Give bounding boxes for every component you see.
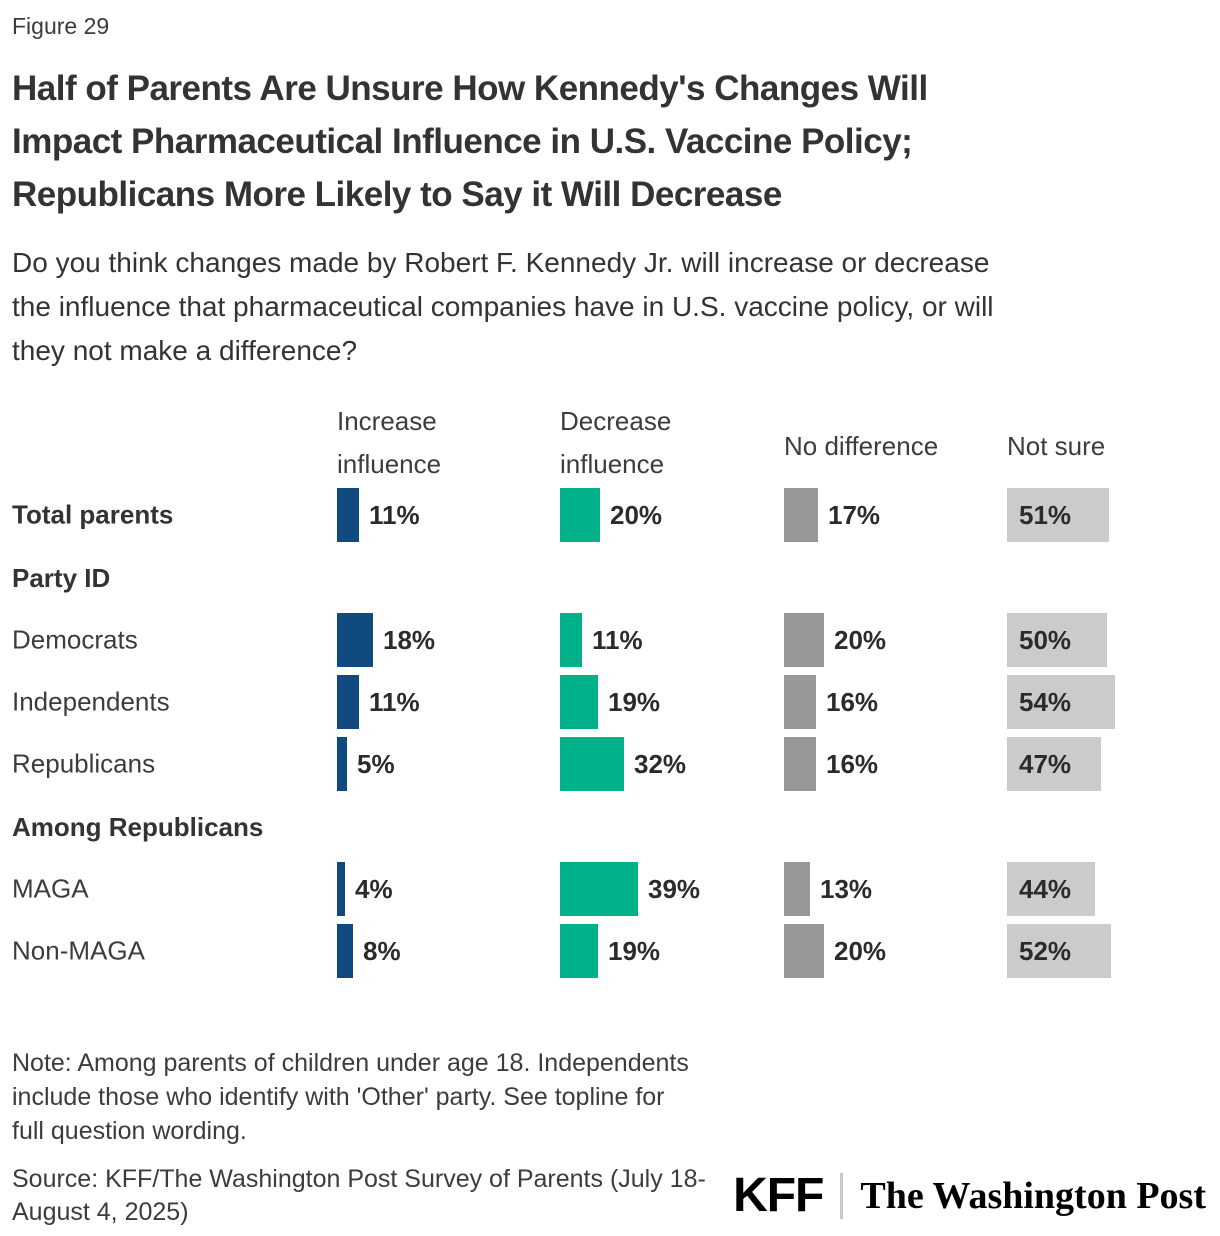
section-header-among-republicans: Among Republicans	[12, 812, 264, 842]
bar-value-not-sure: 51%	[1019, 500, 1072, 530]
row-label-non-maga: Non-MAGA	[12, 935, 145, 966]
bar-decrease-influence	[560, 613, 582, 667]
bar-value-no-difference: 17%	[828, 500, 881, 530]
row-label-democrats: Democrats	[12, 624, 138, 655]
bar-not-sure	[1007, 613, 1107, 667]
figure-label: Figure 29	[12, 13, 110, 39]
bar-no-difference	[784, 862, 810, 916]
bar-decrease-influence	[560, 737, 624, 791]
bar-no-difference	[784, 737, 816, 791]
washington-post-logo: The Washington Post	[860, 1174, 1206, 1217]
bar-value-not-sure: 54%	[1019, 687, 1072, 717]
column-header-not-sure: Not sure	[1007, 431, 1106, 461]
bar-value-increase-influence: 18%	[383, 625, 436, 655]
bar-decrease-influence	[560, 862, 638, 916]
bar-value-no-difference: 13%	[820, 874, 873, 904]
bar-value-increase-influence: 8%	[363, 936, 401, 966]
source-line-1: Source: KFF/The Washington Post Survey o…	[12, 1165, 706, 1193]
subtitle-line-2: the influence that pharmaceutical compan…	[12, 291, 994, 322]
bar-decrease-influence	[560, 675, 598, 729]
subtitle-line-3: they not make a difference?	[12, 335, 358, 366]
section-header-party-id: Party ID	[12, 563, 111, 593]
column-header-increase-influence: Increase influence	[337, 406, 442, 479]
bar-value-decrease-influence: 39%	[648, 874, 701, 904]
bar-chart: Increase influence Decrease influence No…	[0, 400, 1220, 990]
chart-row-non-maga: Non-MAGA 8% 19% 20% 52%	[0, 924, 1220, 978]
logo-row: KFF The Washington Post	[733, 1168, 1206, 1223]
bar-value-not-sure: 50%	[1019, 625, 1072, 655]
bar-not-sure	[1007, 862, 1095, 916]
bar-decrease-influence	[560, 488, 600, 542]
bar-no-difference	[784, 613, 824, 667]
bar-no-difference	[784, 675, 816, 729]
note-line-3: full question wording.	[12, 1117, 247, 1145]
title-line-2: Impact Pharmaceutical Influence in U.S. …	[12, 122, 913, 161]
note-line-1: Note: Among parents of children under ag…	[12, 1049, 689, 1077]
bar-not-sure	[1007, 924, 1111, 978]
column-header-no-difference: No difference	[784, 431, 939, 461]
bar-value-no-difference: 16%	[826, 687, 879, 717]
bar-value-increase-influence: 5%	[357, 749, 395, 779]
bar-increase-influence	[337, 737, 347, 791]
bar-value-decrease-influence: 11%	[592, 625, 643, 655]
row-label-republicans: Republicans	[12, 748, 156, 779]
column-header-decrease-influence: Decrease influence	[560, 406, 672, 479]
source-line-2: August 4, 2025)	[12, 1198, 189, 1226]
bar-value-decrease-influence: 19%	[608, 687, 661, 717]
bar-value-not-sure: 47%	[1019, 749, 1072, 779]
row-label-maga: MAGA	[12, 873, 89, 904]
chart-row-total-parents: Total parents 11% 20% 17% 51%	[0, 488, 1220, 542]
bar-increase-influence	[337, 613, 373, 667]
source-text: Source: KFF/The Washington Post Survey o…	[12, 1163, 706, 1229]
bar-value-decrease-influence: 32%	[634, 749, 687, 779]
bar-value-increase-influence: 11%	[369, 687, 420, 717]
title-line-1: Half of Parents Are Unsure How Kennedy's…	[12, 69, 928, 108]
bar-value-no-difference: 20%	[834, 936, 887, 966]
note-line-2: include those who identify with 'Other' …	[12, 1083, 665, 1111]
row-label-independents: Independents	[12, 686, 170, 717]
bar-value-no-difference: 20%	[834, 625, 887, 655]
bar-increase-influence	[337, 862, 345, 916]
bar-increase-influence	[337, 675, 359, 729]
bar-decrease-influence	[560, 924, 598, 978]
bar-increase-influence	[337, 488, 359, 542]
kff-logo: KFF	[733, 1169, 824, 1222]
bar-value-no-difference: 16%	[826, 749, 879, 779]
bar-not-sure	[1007, 737, 1101, 791]
bar-no-difference	[784, 488, 818, 542]
chart-subtitle: Do you think changes made by Robert F. K…	[12, 241, 994, 373]
bar-value-decrease-influence: 20%	[610, 500, 663, 530]
logo-divider	[840, 1172, 844, 1219]
bar-no-difference	[784, 924, 824, 978]
title-line-3: Republicans More Likely to Say it Will D…	[12, 175, 782, 214]
row-label-total-parents: Total parents	[12, 499, 174, 530]
chart-row-democrats: Democrats 18% 11% 20% 50%	[0, 613, 1220, 667]
bar-value-increase-influence: 4%	[355, 874, 393, 904]
chart-title: Half of Parents Are Unsure How Kennedy's…	[12, 62, 928, 221]
bar-not-sure	[1007, 675, 1115, 729]
bar-value-not-sure: 52%	[1019, 936, 1072, 966]
bar-not-sure	[1007, 488, 1109, 542]
chart-row-republicans: Republicans 5% 32% 16% 47%	[0, 737, 1220, 791]
bar-value-increase-influence: 11%	[369, 500, 420, 530]
bar-increase-influence	[337, 924, 353, 978]
bar-value-decrease-influence: 19%	[608, 936, 661, 966]
chart-row-independents: Independents 11% 19% 16% 54%	[0, 675, 1220, 729]
chart-row-maga: MAGA 4% 39% 13% 44%	[0, 862, 1220, 916]
subtitle-line-1: Do you think changes made by Robert F. K…	[12, 247, 990, 278]
note-text: Note: Among parents of children under ag…	[12, 1046, 689, 1148]
bar-value-not-sure: 44%	[1019, 874, 1072, 904]
